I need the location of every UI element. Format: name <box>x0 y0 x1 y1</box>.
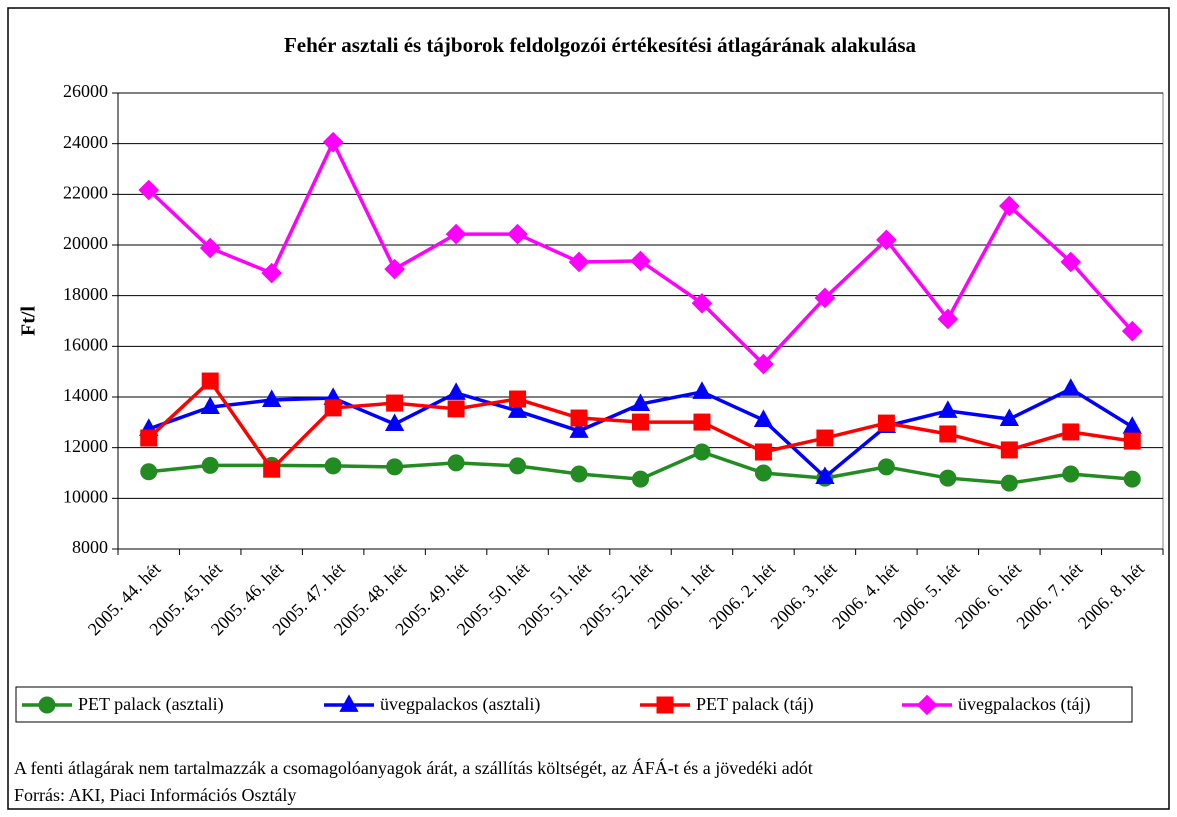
y-tick-label: 14000 <box>63 385 108 405</box>
data-point <box>324 399 342 417</box>
data-point <box>877 414 895 432</box>
data-point <box>322 131 344 153</box>
data-point <box>876 229 897 251</box>
data-point <box>140 463 158 481</box>
legend-label: PET palack (asztali) <box>78 694 224 715</box>
y-tick-label: 20000 <box>63 233 108 253</box>
data-point <box>447 400 465 418</box>
data-point <box>1123 432 1141 450</box>
data-point <box>754 464 772 482</box>
data-point <box>570 465 588 483</box>
data-point <box>1123 470 1141 488</box>
data-point <box>692 381 712 399</box>
data-point <box>138 179 160 201</box>
legend-marker <box>656 696 674 714</box>
data-point <box>630 250 651 272</box>
footnote: A fenti átlagárak nem tartalmazzák a cso… <box>14 757 813 778</box>
footnote: Forrás: AKI, Piaci Információs Osztály <box>14 785 296 805</box>
y-tick-label: 16000 <box>63 334 108 354</box>
data-point <box>632 470 649 488</box>
data-point <box>386 458 404 476</box>
data-point <box>939 469 957 487</box>
data-point <box>568 251 590 273</box>
data-point <box>447 454 465 472</box>
data-point <box>262 389 282 407</box>
data-point <box>261 262 282 284</box>
y-tick-label: 10000 <box>63 486 108 506</box>
data-point <box>1000 474 1018 492</box>
data-point <box>630 393 651 411</box>
data-point <box>693 443 711 461</box>
data-point <box>938 400 958 418</box>
legend-label: PET palack (táj) <box>696 694 814 715</box>
y-tick-label: 24000 <box>63 132 108 152</box>
data-point <box>445 223 467 245</box>
data-point <box>201 456 219 474</box>
data-point <box>877 458 895 476</box>
data-point <box>816 429 834 447</box>
legend-marker <box>339 694 359 712</box>
data-point <box>384 258 405 280</box>
data-point <box>814 287 836 309</box>
data-point <box>324 457 342 475</box>
data-point <box>753 353 774 375</box>
data-point <box>509 457 527 475</box>
y-tick-label: 26000 <box>63 81 108 101</box>
data-point <box>939 425 957 443</box>
data-point <box>1062 465 1080 483</box>
data-point <box>200 396 220 415</box>
data-point <box>1062 423 1080 441</box>
data-point <box>691 292 713 314</box>
data-point <box>570 409 588 427</box>
y-tick-label: 18000 <box>63 284 108 304</box>
data-point <box>1060 251 1082 273</box>
data-point <box>1000 441 1018 459</box>
data-point <box>569 420 589 438</box>
y-tick-label: 22000 <box>63 182 108 202</box>
chart-title: Fehér asztali és tájborok feldolgozói ér… <box>284 33 917 57</box>
data-point <box>446 382 466 400</box>
data-point <box>1121 320 1143 342</box>
data-point <box>263 460 281 478</box>
data-point <box>507 223 528 245</box>
data-point <box>999 195 1020 217</box>
data-point <box>753 409 774 427</box>
y-tick-label: 8000 <box>72 537 108 557</box>
data-point <box>201 372 219 390</box>
legend-marker <box>38 696 56 714</box>
data-point <box>507 400 528 418</box>
data-point <box>384 413 405 432</box>
data-point <box>1061 378 1081 396</box>
data-point <box>632 413 649 431</box>
data-point <box>815 466 835 484</box>
y-axis-label: Ft/l <box>18 306 40 336</box>
data-point <box>693 413 711 431</box>
data-point <box>140 429 158 447</box>
data-point <box>199 237 221 259</box>
data-point <box>509 390 527 408</box>
data-point <box>937 308 959 330</box>
legend-label: üvegpalackos (asztali) <box>380 694 540 715</box>
data-point <box>754 443 772 461</box>
y-tick-label: 12000 <box>63 436 108 456</box>
legend-label: üvegpalackos (táj) <box>958 694 1090 715</box>
data-point <box>999 408 1019 426</box>
legend-marker <box>916 694 938 716</box>
data-point <box>386 394 404 412</box>
